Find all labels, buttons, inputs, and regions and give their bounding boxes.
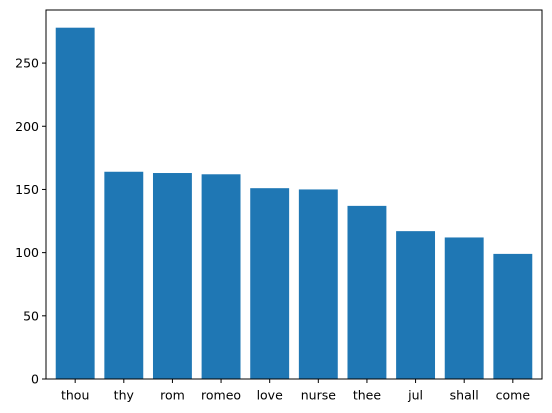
bar-rom [152,173,192,379]
x-tick-label-thy: thy [114,388,135,403]
bar-thy [104,171,144,379]
plot-frame [45,9,543,380]
y-axis-ticks: 0 50 100 150 200 250 [15,56,46,387]
x-tick-label-rom: rom [160,388,185,403]
y-tick-label: 50 [23,308,39,323]
y-tick-label: 100 [15,245,39,260]
y-tick-label: 0 [31,372,39,387]
bar-love [250,188,290,379]
bars-group [55,27,533,380]
x-tick-label-shall: shall [450,388,479,403]
y-tick-label: 200 [15,119,39,134]
x-tick-label-thee: thee [353,388,382,403]
x-tick-label-romeo: romeo [201,388,241,403]
x-tick-label-love: love [257,388,284,403]
bar-thou [55,27,95,380]
bar-shall [444,237,484,379]
y-tick-label: 150 [15,182,39,197]
bar-jul [396,231,436,379]
x-tick-label-nurse: nurse [301,388,336,403]
bar-come [493,253,533,379]
x-tick-label-jul: jul [407,388,423,403]
bar-thee [347,205,387,379]
x-tick-label-come: come [496,388,531,403]
y-tick-label: 250 [15,56,39,71]
bar-nurse [298,189,338,379]
bar-romeo [201,174,241,379]
x-axis-ticks: thou thy rom romeo love nurse thee jul shall come [61,379,530,403]
x-tick-label-thou: thou [61,388,89,403]
